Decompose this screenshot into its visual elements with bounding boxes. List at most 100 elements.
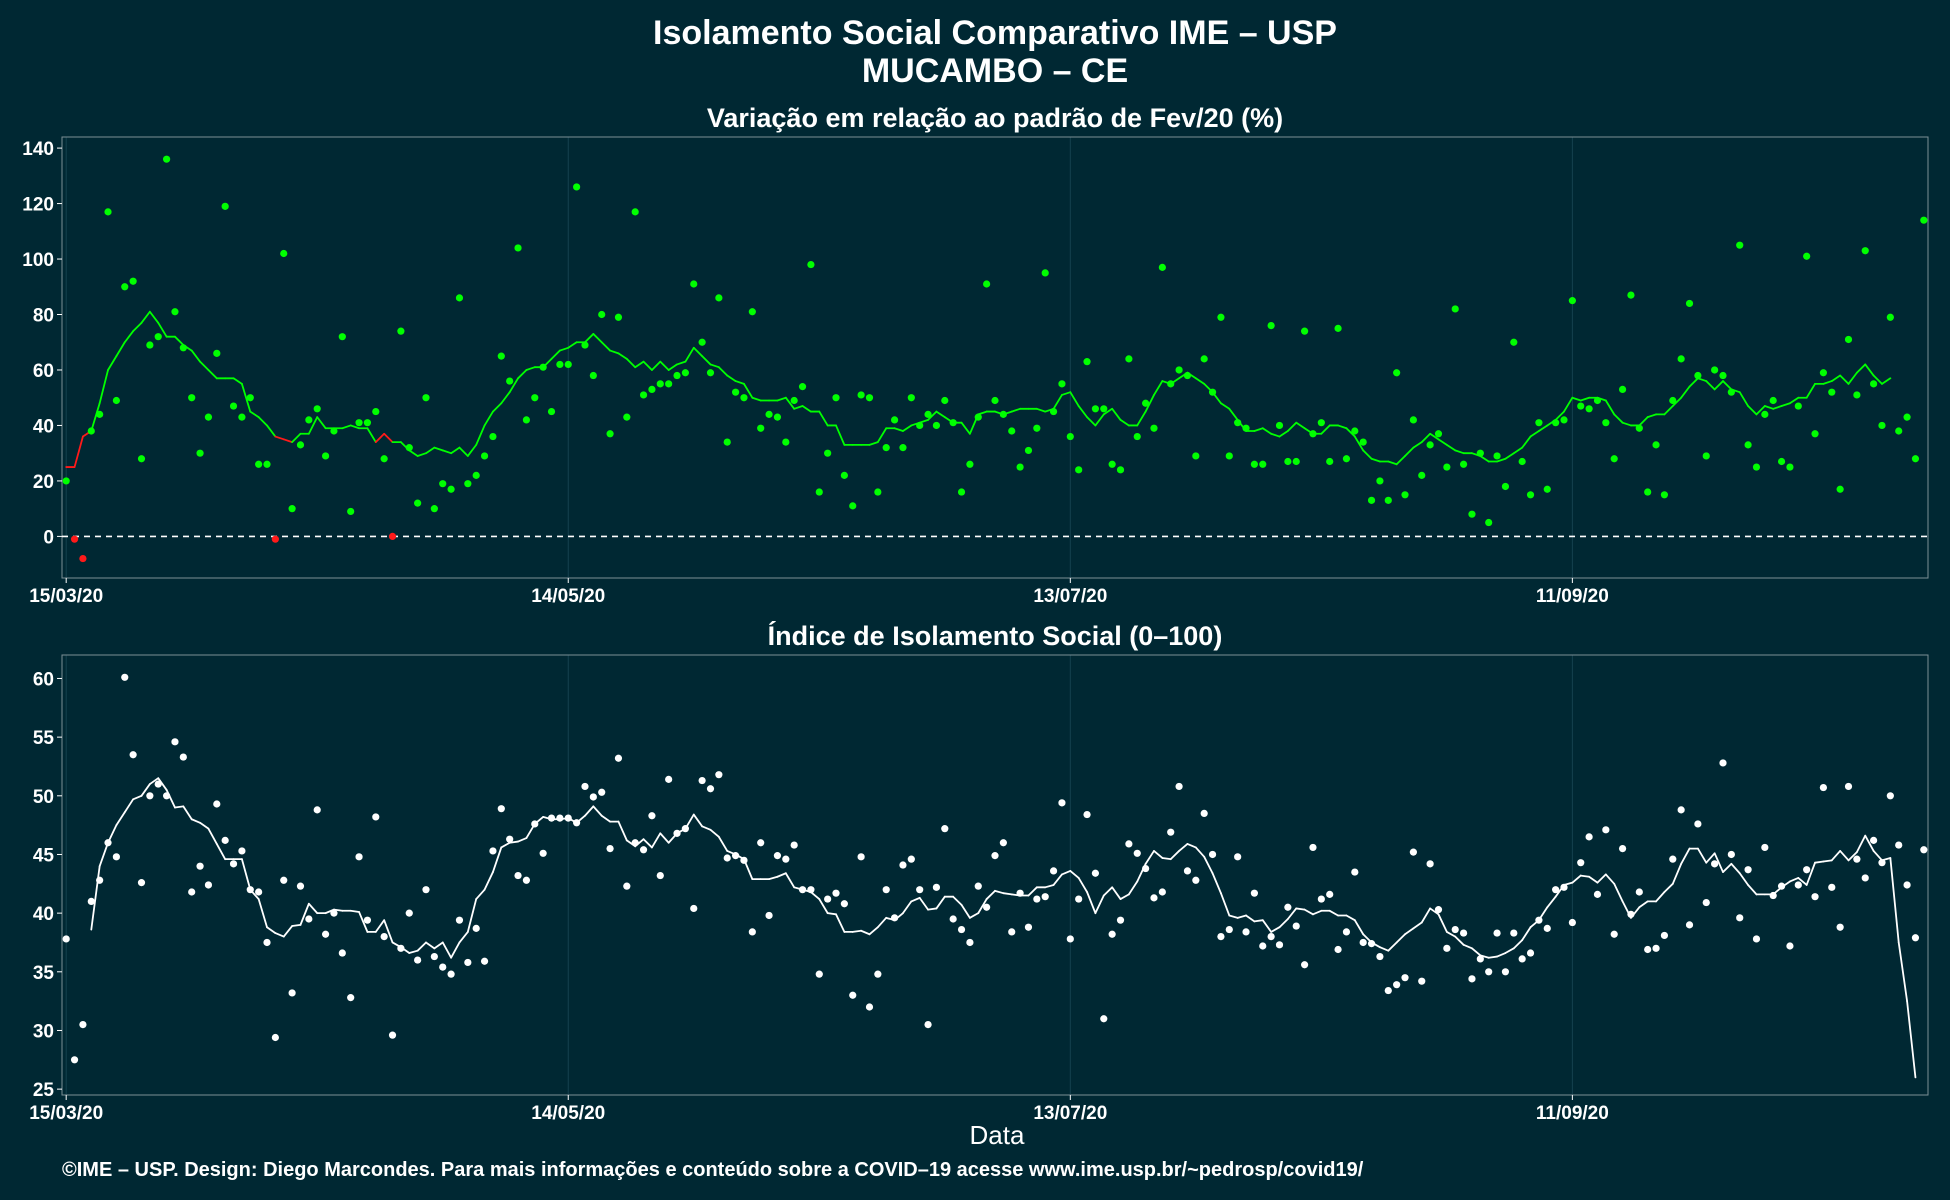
moving-average-segment — [567, 341, 578, 349]
moving-average-segment — [1086, 891, 1097, 915]
moving-average-segment — [726, 374, 737, 382]
data-point — [506, 835, 514, 843]
moving-average-segment — [232, 377, 243, 385]
moving-average-segment — [1295, 907, 1306, 911]
moving-average-segment — [1839, 850, 1850, 862]
data-point — [907, 855, 915, 863]
data-point — [1685, 299, 1694, 308]
moving-average-segment — [1228, 914, 1239, 919]
data-point — [991, 396, 999, 405]
data-point — [1786, 942, 1794, 950]
data-point — [1133, 849, 1141, 857]
moving-average-segment — [1596, 873, 1607, 884]
y-tick-label: 100 — [22, 250, 54, 271]
data-point — [740, 856, 748, 864]
data-point — [1100, 405, 1108, 413]
data-point — [464, 480, 472, 488]
data-point — [397, 327, 405, 335]
moving-average-segment — [1512, 446, 1524, 455]
data-point — [104, 208, 112, 216]
moving-average-segment — [1220, 402, 1231, 410]
data-point — [1175, 366, 1183, 374]
moving-average-segment — [835, 913, 846, 933]
data-point — [1543, 485, 1551, 493]
data-point — [547, 407, 556, 416]
moving-average-segment — [910, 896, 921, 903]
data-point — [1786, 463, 1794, 471]
data-point — [1518, 457, 1526, 466]
moving-average-segment — [1738, 872, 1749, 886]
data-point — [137, 455, 146, 463]
moving-average-segment — [98, 841, 109, 868]
moving-average-segment — [751, 396, 762, 402]
data-point — [196, 449, 204, 457]
data-point — [1635, 888, 1643, 896]
moving-average-segment — [1471, 947, 1482, 957]
data-point — [1844, 335, 1853, 344]
data-point — [1259, 460, 1267, 468]
moving-average-segment — [383, 432, 394, 443]
moving-average-segment — [1872, 850, 1883, 862]
data-point — [229, 402, 238, 410]
moving-average-segment — [600, 814, 611, 823]
moving-average-segment — [299, 902, 310, 926]
data-point — [1736, 914, 1744, 922]
moving-average-segment — [508, 840, 519, 844]
moving-average-segment — [266, 926, 277, 934]
moving-average-segment — [1763, 405, 1775, 410]
moving-average-segment — [1830, 374, 1842, 382]
moving-average-segment — [1738, 391, 1749, 407]
data-point — [1108, 460, 1116, 468]
data-point — [1652, 944, 1660, 952]
data-point — [1058, 380, 1066, 388]
moving-average-segment — [1228, 407, 1239, 421]
data-point — [748, 928, 756, 936]
moving-average-segment — [818, 898, 829, 915]
moving-average-segment — [776, 396, 787, 402]
data-point — [932, 883, 941, 891]
data-point — [1727, 388, 1735, 396]
x-tick-label: 13/07/20 — [1033, 586, 1107, 607]
data-point — [1794, 402, 1802, 410]
data-point — [238, 413, 246, 421]
moving-average-segment — [1855, 363, 1867, 374]
moving-average-segment — [1111, 886, 1122, 900]
data-point — [171, 738, 179, 746]
data-point — [1100, 1015, 1108, 1023]
data-point — [1225, 925, 1233, 934]
panel-title: Variação em relação ao padrão de Fev/20 … — [707, 103, 1283, 133]
moving-average-segment — [517, 369, 528, 380]
data-point — [790, 841, 798, 849]
moving-average-segment — [241, 858, 252, 891]
moving-average-segment — [592, 333, 603, 344]
data-point — [1083, 358, 1091, 366]
data-point — [882, 886, 890, 894]
data-point — [1384, 496, 1392, 504]
moving-average-segment — [282, 925, 294, 938]
data-point — [146, 341, 154, 349]
data-point — [1485, 968, 1493, 976]
data-point — [1911, 455, 1920, 463]
data-point — [1401, 974, 1409, 982]
data-point — [1158, 888, 1166, 896]
moving-average-segment — [257, 416, 268, 427]
data-point — [1895, 427, 1903, 435]
data-point — [472, 471, 480, 479]
moving-average-segment — [927, 907, 938, 911]
moving-average-segment — [1462, 943, 1473, 950]
moving-average-segment — [1153, 850, 1164, 859]
data-point — [1610, 455, 1618, 463]
data-point — [271, 1033, 279, 1042]
data-point — [255, 888, 263, 896]
data-point — [757, 839, 765, 847]
x-tick-label: 11/09/20 — [1536, 1103, 1609, 1124]
moving-average-segment — [274, 435, 285, 441]
data-point — [1342, 455, 1351, 463]
data-point — [388, 1031, 397, 1039]
moving-average-segment — [659, 832, 670, 844]
data-point — [673, 371, 681, 380]
data-point — [1644, 488, 1652, 496]
moving-average-segment — [207, 827, 218, 845]
data-point — [740, 394, 748, 402]
moving-average-segment — [1278, 918, 1289, 929]
